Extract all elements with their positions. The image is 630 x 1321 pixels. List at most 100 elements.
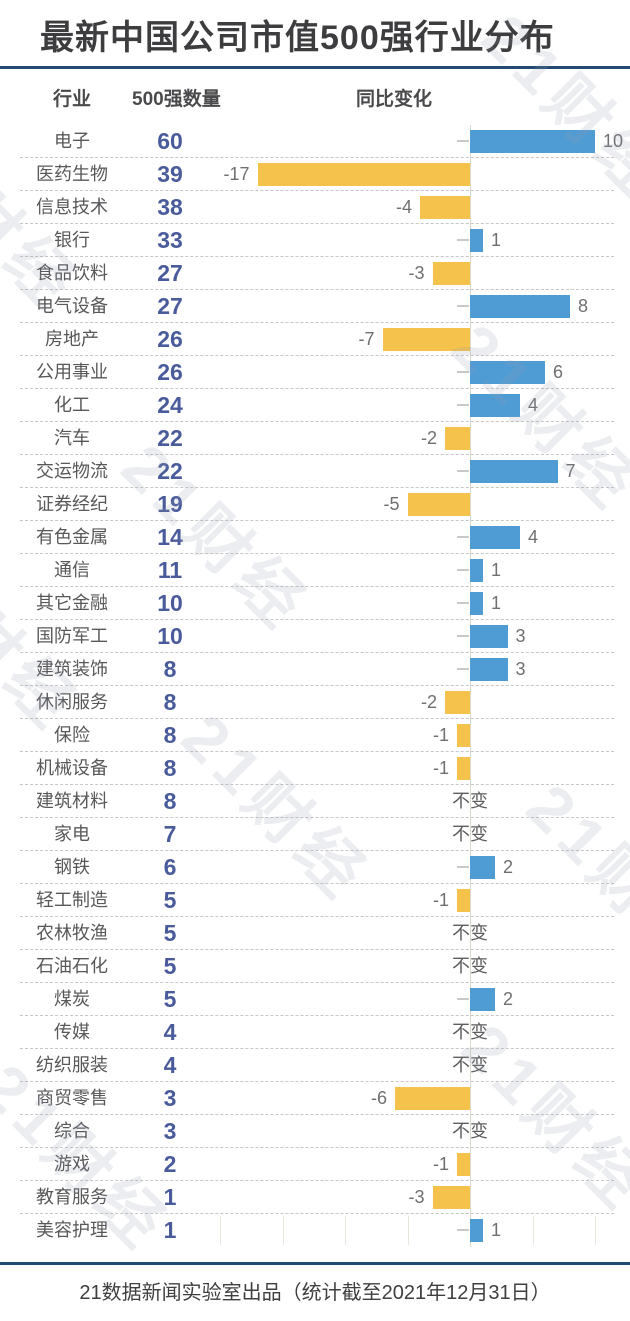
row-separator [20, 289, 614, 290]
row-separator [20, 652, 614, 653]
count-value: 5 [163, 953, 177, 979]
row-separator [20, 1213, 614, 1214]
row-separator [20, 751, 614, 752]
count-value: 4 [163, 1019, 177, 1045]
industry-label: 传媒 [54, 1022, 90, 1042]
chart-row: 电子 60 10 [0, 125, 630, 158]
change-value: 2 [503, 989, 514, 1009]
count-value: 38 [157, 194, 183, 220]
row-separator [20, 355, 614, 356]
row-separator [20, 982, 614, 983]
row-separator [20, 256, 614, 257]
chart-row: 建筑材料 8 不变 [0, 784, 630, 818]
header-industry: 行业 [52, 89, 91, 110]
chart-row: 通信 11 1 [0, 553, 630, 587]
chart-row: 交运物流 22 7 [0, 454, 630, 488]
change-bar-negative [445, 427, 470, 450]
row-separator [20, 718, 614, 719]
count-value: 39 [157, 161, 183, 187]
chart-row: 其它金融 10 1 [0, 586, 630, 620]
change-value: -3 [408, 263, 425, 283]
change-bar-positive [470, 394, 520, 417]
count-value: 8 [163, 788, 177, 814]
axis-tick-dash [457, 305, 469, 307]
chart-row: 食品饮料 27 -3 [0, 256, 630, 290]
count-value: 5 [163, 920, 177, 946]
unchanged-label: 不变 [452, 1121, 488, 1141]
change-value: -4 [395, 197, 412, 217]
count-value: 1 [163, 1217, 177, 1243]
change-bar-negative [382, 328, 470, 351]
chart-row: 保险 8 -1 [0, 718, 630, 752]
row-separator [20, 685, 614, 686]
count-value: 19 [157, 491, 183, 517]
axis-tick-line [532, 1216, 534, 1245]
industry-label: 食品饮料 [36, 263, 108, 283]
axis-tick-line [345, 1216, 346, 1245]
change-bar-positive [470, 559, 483, 582]
industry-label: 国防军工 [36, 626, 108, 646]
count-value: 10 [157, 590, 183, 616]
change-bar-positive [470, 592, 483, 615]
row-separator [20, 1114, 614, 1115]
chart-row: 证券经纪 19 -5 [0, 487, 630, 521]
row-separator [20, 454, 614, 455]
row-separator [20, 190, 614, 191]
footer-note: 21数据新闻实验室出品（统计截至2021年12月31日） [79, 1282, 551, 1304]
change-bar-negative [457, 724, 470, 747]
industry-label: 电子 [54, 131, 90, 151]
change-value: 1 [491, 593, 502, 613]
count-value: 10 [157, 623, 183, 649]
count-value: 27 [157, 260, 183, 286]
change-value: -1 [432, 890, 449, 910]
industry-label: 游戏 [54, 1154, 90, 1174]
change-bar-negative [257, 163, 470, 186]
change-value: 4 [528, 395, 539, 415]
industry-label: 电气设备 [36, 296, 108, 316]
change-bar-negative [432, 1186, 470, 1209]
axis-tick-dash [457, 404, 469, 406]
industry-label: 家电 [54, 824, 90, 844]
axis-tick-dash [457, 569, 469, 571]
chart-row: 家电 7 不变 [0, 817, 630, 851]
axis-tick-line [282, 1216, 284, 1245]
count-value: 22 [157, 458, 183, 484]
axis-tick-line [220, 1216, 221, 1245]
change-bar-negative [457, 889, 470, 912]
row-separator [20, 1048, 614, 1049]
change-bar-negative [407, 493, 470, 516]
change-value: 10 [603, 131, 624, 151]
count-value: 8 [163, 722, 177, 748]
chart-row: 银行 33 1 [0, 223, 630, 257]
count-value: 24 [157, 392, 183, 418]
unchanged-label: 不变 [452, 824, 488, 844]
change-value: 3 [515, 626, 526, 646]
industry-label: 休闲服务 [36, 692, 108, 712]
row-separator [20, 1081, 614, 1082]
count-value: 8 [163, 656, 177, 682]
change-bar-positive [470, 658, 508, 681]
count-value: 27 [157, 293, 183, 319]
bottom-rule [0, 1262, 630, 1265]
unchanged-label: 不变 [452, 956, 488, 976]
chart-row: 农林牧渔 5 不变 [0, 916, 630, 950]
change-value: -1 [432, 1154, 449, 1174]
industry-label: 石油石化 [36, 956, 108, 976]
unchanged-label: 不变 [452, 1055, 488, 1075]
change-value: -2 [420, 692, 437, 712]
industry-label: 交运物流 [36, 461, 108, 481]
industry-label: 通信 [54, 560, 90, 580]
page-title: 最新中国公司市值500强行业分布 [40, 19, 555, 57]
count-value: 26 [157, 359, 183, 385]
axis-tick-dash [457, 239, 469, 241]
chart-row: 汽车 22 -2 [0, 421, 630, 455]
count-value: 8 [163, 689, 177, 715]
chart-row: 化工 24 4 [0, 388, 630, 422]
change-bar-positive [470, 625, 508, 648]
count-value: 14 [157, 524, 183, 550]
chart-row: 石油石化 5 不变 [0, 949, 630, 983]
change-bar-positive [470, 988, 495, 1011]
change-value: 8 [578, 296, 589, 316]
count-value: 8 [163, 755, 177, 781]
chart-row: 房地产 26 -7 [0, 322, 630, 356]
